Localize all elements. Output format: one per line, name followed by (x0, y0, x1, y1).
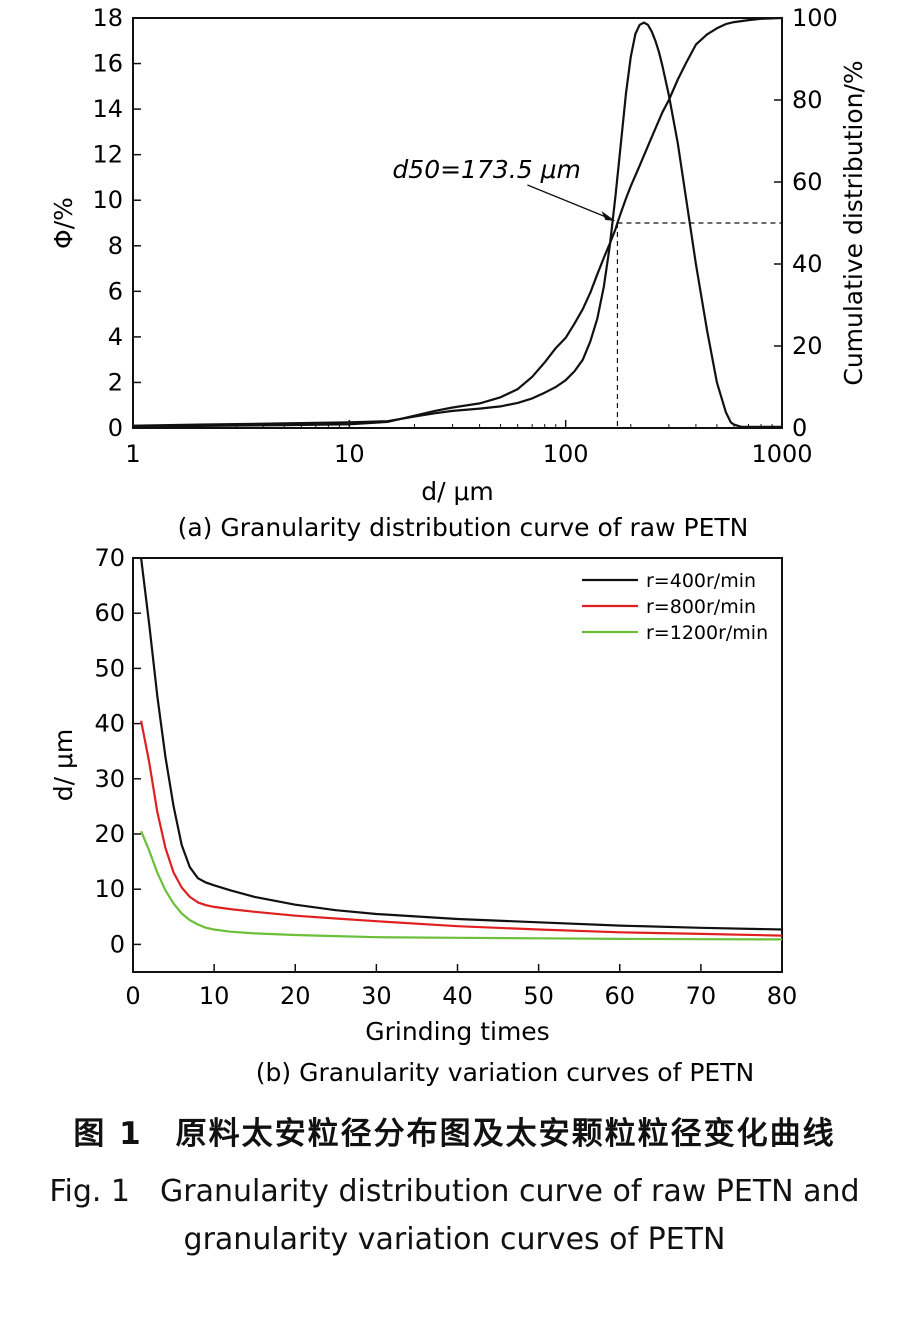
panel-b-y-tick-label: 70 (94, 544, 125, 572)
panel-a-x-tick-label: 10 (334, 440, 365, 468)
panel-b-x-tick-label: 30 (361, 982, 392, 1010)
panel-a-right-tick-label: 100 (792, 4, 838, 32)
panel-b-x-tick-label: 50 (523, 982, 554, 1010)
panel-b-x-tick-label: 80 (767, 982, 798, 1010)
panel-b-y-tick-label: 20 (94, 820, 125, 848)
panel-a-right-tick-label: 60 (792, 168, 823, 196)
panel-a-y-axis-label: Φ/% (49, 197, 78, 249)
panel-b-x-tick-label: 0 (125, 982, 140, 1010)
panel-b-y-tick-label: 50 (94, 654, 125, 682)
panel-a-right-tick-label: 40 (792, 250, 823, 278)
panel-a-y-tick-label: 12 (92, 141, 123, 169)
panel-a-y-tick-label: 2 (108, 368, 123, 396)
panel-b-x-tick-label: 20 (280, 982, 311, 1010)
series-line (140, 720, 783, 937)
panel-a-x-tick-label: 1 (125, 440, 140, 468)
panel-a-x-tick-label: 1000 (751, 440, 812, 468)
panel-b-x-axis-label: Grinding times (365, 1017, 549, 1046)
figure-caption-english-line2: granularity variation curves of PETN (183, 1222, 726, 1257)
legend-label: r=1200r/min (646, 622, 768, 644)
figure-caption-chinese: 图 1 原料太安粒径分布图及太安颗粒粒径变化曲线 (73, 1116, 836, 1152)
panel-a-y-tick-label: 0 (108, 414, 123, 442)
panel-b-y-tick-label: 10 (94, 875, 125, 903)
series-line (140, 557, 783, 931)
panel-b-y-tick-label: 60 (94, 599, 125, 627)
panel-a-right-tick-label: 80 (792, 86, 823, 114)
d50-arrow-line (527, 184, 614, 221)
panel-b-x-tick-label: 40 (442, 982, 473, 1010)
legend-label: r=400r/min (646, 570, 756, 592)
panel-a-caption: (a) Granularity distribution curve of ra… (178, 513, 749, 542)
series-line (140, 830, 783, 941)
panel-a-right-axis-label: Cumulative distribution/% (839, 60, 868, 385)
panel-a-y-tick-label: 16 (92, 50, 123, 78)
panel-a-y-tick-label: 6 (108, 277, 123, 305)
panel-b-y-tick-label: 0 (110, 930, 125, 958)
panel-b-y-tick-label: 30 (94, 765, 125, 793)
panel-a-y-tick-label: 4 (108, 323, 123, 351)
d50-annotation-label: d50=173.5 μm (392, 155, 580, 184)
panel-b-caption: (b) Granularity variation curves of PETN (256, 1058, 754, 1087)
panel-b-x-tick-label: 10 (199, 982, 230, 1010)
figure-caption-english-line1: Fig. 1 Granularity distribution curve of… (49, 1174, 860, 1209)
panel-a-y-tick-label: 14 (92, 95, 123, 123)
panel-a-y-tick-label: 18 (92, 4, 123, 32)
panel-b-chart: 0 10 20 30 40 50 60 70 80 0 10 20 30 40 50 60 70 Grindin… (49, 544, 797, 1087)
panel-a-right-tick-label: 0 (792, 414, 807, 442)
panel-b-x-tick-label: 60 (604, 982, 635, 1010)
legend-label: r=800r/min (646, 596, 756, 618)
panel-a-x-tick-label: 100 (543, 440, 589, 468)
panel-a-x-axis-label: d/ μm (421, 477, 494, 506)
panel-b-y-tick-label: 40 (94, 710, 125, 738)
panel-a-y-tick-label: 10 (92, 186, 123, 214)
panel-b-x-tick-label: 70 (686, 982, 717, 1010)
panel-b-legend: r=400r/min r=800r/min r=1200r/min (582, 570, 768, 644)
cumulative-distribution-line (132, 16, 783, 428)
panel-b-y-axis-label: d/ μm (49, 729, 78, 802)
d50-arrow-head (601, 211, 616, 221)
panel-a-y-tick-label: 8 (108, 232, 123, 260)
panel-a-right-tick-label: 20 (792, 332, 823, 360)
frequency-distribution-line (132, 21, 782, 428)
